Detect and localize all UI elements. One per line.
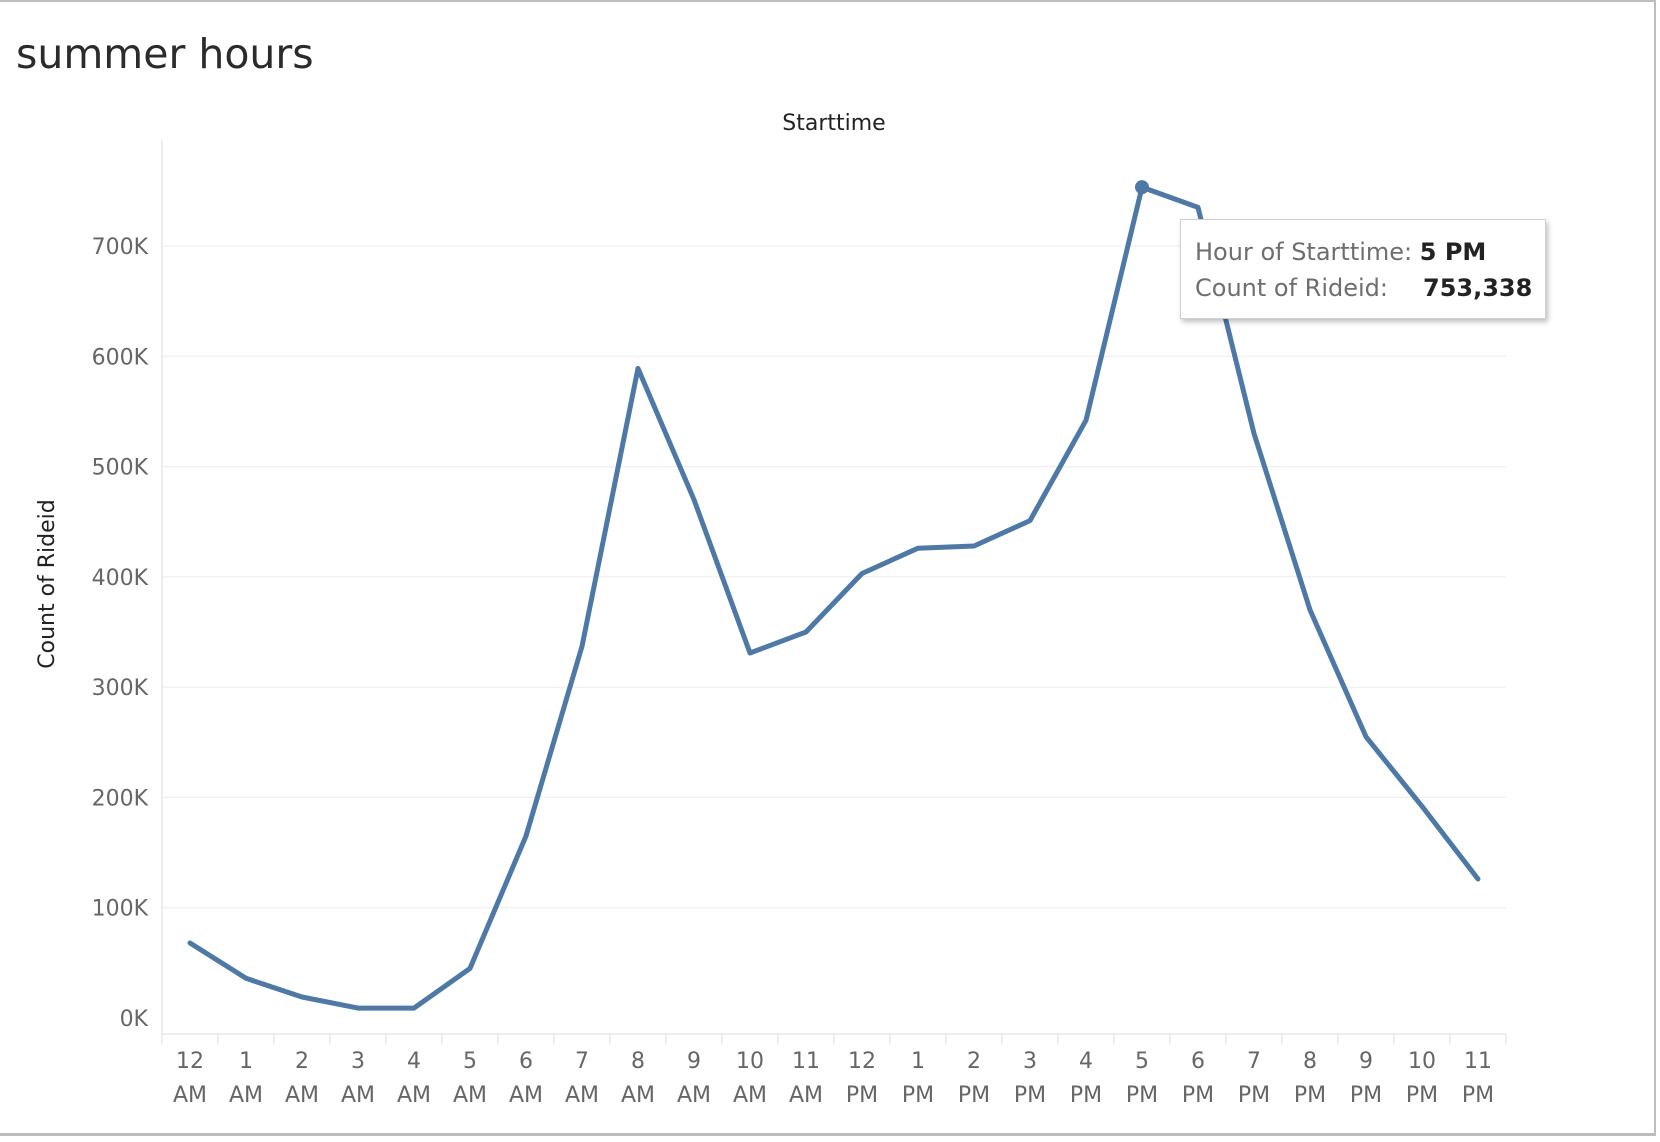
- x-tick-label: 4: [407, 1049, 421, 1074]
- x-tick-label: 1: [911, 1049, 925, 1074]
- x-tick-label: AM: [173, 1083, 207, 1108]
- y-tick-label: 700K: [92, 235, 149, 260]
- data-point: [411, 1005, 417, 1011]
- y-tick-label: 500K: [92, 456, 149, 481]
- data-point: [859, 571, 865, 577]
- x-tick-label: PM: [1350, 1083, 1382, 1108]
- tooltip-count-label: Count of Rideid:: [1195, 274, 1388, 302]
- highlighted-point: [1135, 180, 1149, 195]
- data-point: [299, 994, 305, 1000]
- series-line: [187, 184, 1481, 1011]
- data-point: [355, 1005, 361, 1011]
- tooltip-count-value: 753,338: [1423, 274, 1533, 302]
- x-tick-label: 12: [176, 1049, 204, 1074]
- x-tick-label: PM: [902, 1083, 934, 1108]
- data-point: [1475, 876, 1481, 882]
- x-tick-label: 7: [575, 1049, 589, 1074]
- data-point: [579, 643, 585, 649]
- x-tick-label: PM: [958, 1083, 990, 1108]
- data-point: [971, 543, 977, 549]
- data-point: [1363, 734, 1369, 740]
- data-point: [1195, 204, 1201, 210]
- y-tick-label: 400K: [92, 566, 149, 591]
- data-point: [243, 975, 249, 981]
- x-tick-label: AM: [509, 1083, 543, 1108]
- x-tick-label: 9: [1359, 1049, 1373, 1074]
- x-tick-label: PM: [1238, 1083, 1270, 1108]
- data-point: [635, 365, 641, 371]
- x-tick-label: 11: [792, 1049, 820, 1074]
- x-tick-label: 8: [631, 1049, 645, 1074]
- x-tick-label: 3: [1023, 1049, 1037, 1074]
- x-tick-label: AM: [453, 1083, 487, 1108]
- x-tick-label: PM: [1462, 1083, 1494, 1108]
- y-axis-ticks: 0K 100K 200K 300K 400K 500K 600K 700K: [92, 235, 149, 1032]
- data-point: [467, 965, 473, 971]
- data-point: [915, 545, 921, 551]
- x-tick-label: PM: [846, 1083, 878, 1108]
- x-tick-label: 10: [736, 1049, 764, 1074]
- y-axis-title: Count of Rideid: [35, 499, 60, 669]
- x-tick-label: PM: [1014, 1083, 1046, 1108]
- chart-title: Starttime: [782, 111, 885, 136]
- x-tick-label: 5: [1135, 1049, 1149, 1074]
- x-tick-label: AM: [677, 1083, 711, 1108]
- tooltip: Hour of Starttime: 5 PM Count of Rideid:…: [1180, 219, 1546, 319]
- x-axis: [161, 140, 1507, 1044]
- page-title: summer hours: [16, 30, 314, 78]
- data-point: [1027, 518, 1033, 524]
- y-tick-label: 300K: [92, 676, 149, 701]
- x-tick-label: 11: [1464, 1049, 1492, 1074]
- x-tick-label: PM: [1182, 1083, 1214, 1108]
- tooltip-hour-value: 5 PM: [1419, 238, 1487, 266]
- gridlines: [162, 245, 1506, 909]
- data-point: [187, 940, 193, 946]
- x-tick-label: 5: [463, 1049, 477, 1074]
- x-tick-label: AM: [229, 1083, 263, 1108]
- y-tick-label: 100K: [92, 897, 149, 922]
- data-point: [523, 833, 529, 839]
- x-tick-label: AM: [565, 1083, 599, 1108]
- data-point: [1307, 607, 1313, 613]
- x-tick-label: 9: [687, 1049, 701, 1074]
- data-point: [1419, 803, 1425, 809]
- x-tick-label: 12: [848, 1049, 876, 1074]
- x-tick-label: AM: [789, 1083, 823, 1108]
- x-tick-label: 8: [1303, 1049, 1317, 1074]
- x-tick-label: PM: [1406, 1083, 1438, 1108]
- y-tick-label: 0K: [120, 1007, 149, 1032]
- x-axis-ticks: 12AM1AM2AM3AM4AM5AM6AM7AM8AM9AM10AM11AM1…: [173, 1049, 1494, 1108]
- data-point: [1251, 430, 1257, 436]
- data-points: [187, 180, 1481, 1011]
- x-tick-label: 3: [351, 1049, 365, 1074]
- x-tick-label: AM: [285, 1083, 319, 1108]
- x-tick-label: PM: [1070, 1083, 1102, 1108]
- x-tick-label: PM: [1126, 1083, 1158, 1108]
- y-tick-label: 200K: [92, 786, 149, 811]
- x-tick-label: 7: [1247, 1049, 1261, 1074]
- x-tick-label: AM: [341, 1083, 375, 1108]
- x-tick-label: 1: [239, 1049, 253, 1074]
- x-tick-label: 4: [1079, 1049, 1093, 1074]
- x-tick-label: AM: [621, 1083, 655, 1108]
- x-tick-label: 6: [519, 1049, 533, 1074]
- series-line-path: [187, 184, 1481, 1011]
- data-point: [803, 629, 809, 635]
- tooltip-hour-label: Hour of Starttime:: [1195, 238, 1413, 266]
- x-tick-label: 10: [1408, 1049, 1436, 1074]
- x-tick-label: AM: [733, 1083, 767, 1108]
- x-tick-label: AM: [397, 1083, 431, 1108]
- data-point: [1083, 417, 1089, 423]
- data-point: [691, 497, 697, 503]
- x-tick-label: 2: [295, 1049, 309, 1074]
- y-tick-label: 600K: [92, 345, 149, 370]
- x-tick-label: 6: [1191, 1049, 1205, 1074]
- data-point: [747, 650, 753, 656]
- x-tick-label: PM: [1294, 1083, 1326, 1108]
- x-tick-label: 2: [967, 1049, 981, 1074]
